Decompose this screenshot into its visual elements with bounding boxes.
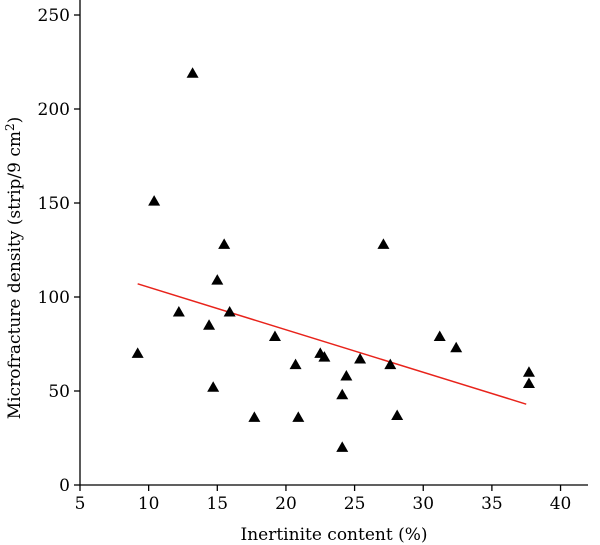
y-axis-title: Microfracture density (strip/9 cm2): [3, 117, 25, 420]
y-tick-label: 200: [38, 100, 70, 120]
data-point-triangle: [522, 377, 535, 388]
trendline: [137, 283, 527, 405]
data-point-triangle: [336, 388, 349, 400]
y-tick-label: 100: [38, 288, 70, 308]
y-axis-title-close: ): [5, 117, 25, 124]
data-point-triangle: [148, 195, 161, 206]
x-tick-label: 35: [481, 494, 503, 514]
data-point-triangle: [336, 441, 349, 452]
y-axis-ticks: 0 50 100 150 200 250: [38, 6, 80, 496]
data-point-triangle: [186, 67, 199, 78]
data-point-triangle: [377, 238, 390, 249]
x-axis-ticks: 5 10 15 20 25 30 35 40: [75, 485, 572, 514]
data-point-triangle: [172, 306, 185, 317]
data-point-triangle: [318, 351, 331, 362]
data-point-triangle: [223, 306, 236, 317]
x-tick-label: 40: [550, 494, 572, 514]
x-axis-title: Inertinite content (%): [241, 525, 428, 545]
data-point-triangle: [211, 274, 224, 285]
x-tick-label: 25: [344, 494, 366, 514]
y-axis-title-main: Microfracture density (strip/9 cm: [5, 131, 25, 419]
data-point-triangle: [218, 238, 231, 249]
data-point-triangle: [384, 358, 397, 370]
data-point-triangle: [433, 330, 446, 341]
trendline-layer: [137, 283, 527, 405]
data-points: [131, 67, 535, 452]
y-tick-label: 0: [59, 476, 70, 496]
data-point-triangle: [289, 358, 302, 370]
data-point-triangle: [131, 347, 144, 358]
x-tick-label: 20: [275, 494, 297, 514]
data-point-triangle: [268, 330, 281, 341]
data-point-triangle: [340, 369, 353, 381]
axes: [79, 0, 588, 486]
data-point-triangle: [203, 319, 216, 330]
data-point-triangle: [292, 411, 305, 422]
x-tick-label: 10: [138, 494, 160, 514]
data-point-triangle: [522, 366, 535, 377]
x-tick-label: 15: [206, 494, 228, 514]
data-point-triangle: [391, 409, 404, 420]
y-axis-title-superscript: 2: [3, 123, 17, 131]
x-tick-label: 30: [412, 494, 434, 514]
data-point-triangle: [450, 341, 463, 353]
data-point-triangle: [248, 411, 261, 422]
y-tick-label: 50: [48, 382, 70, 402]
data-point-triangle: [354, 353, 367, 364]
data-point-triangle: [207, 381, 220, 392]
x-tick-label: 5: [75, 494, 86, 514]
y-tick-label: 250: [38, 6, 70, 26]
y-tick-label: 150: [38, 194, 70, 214]
